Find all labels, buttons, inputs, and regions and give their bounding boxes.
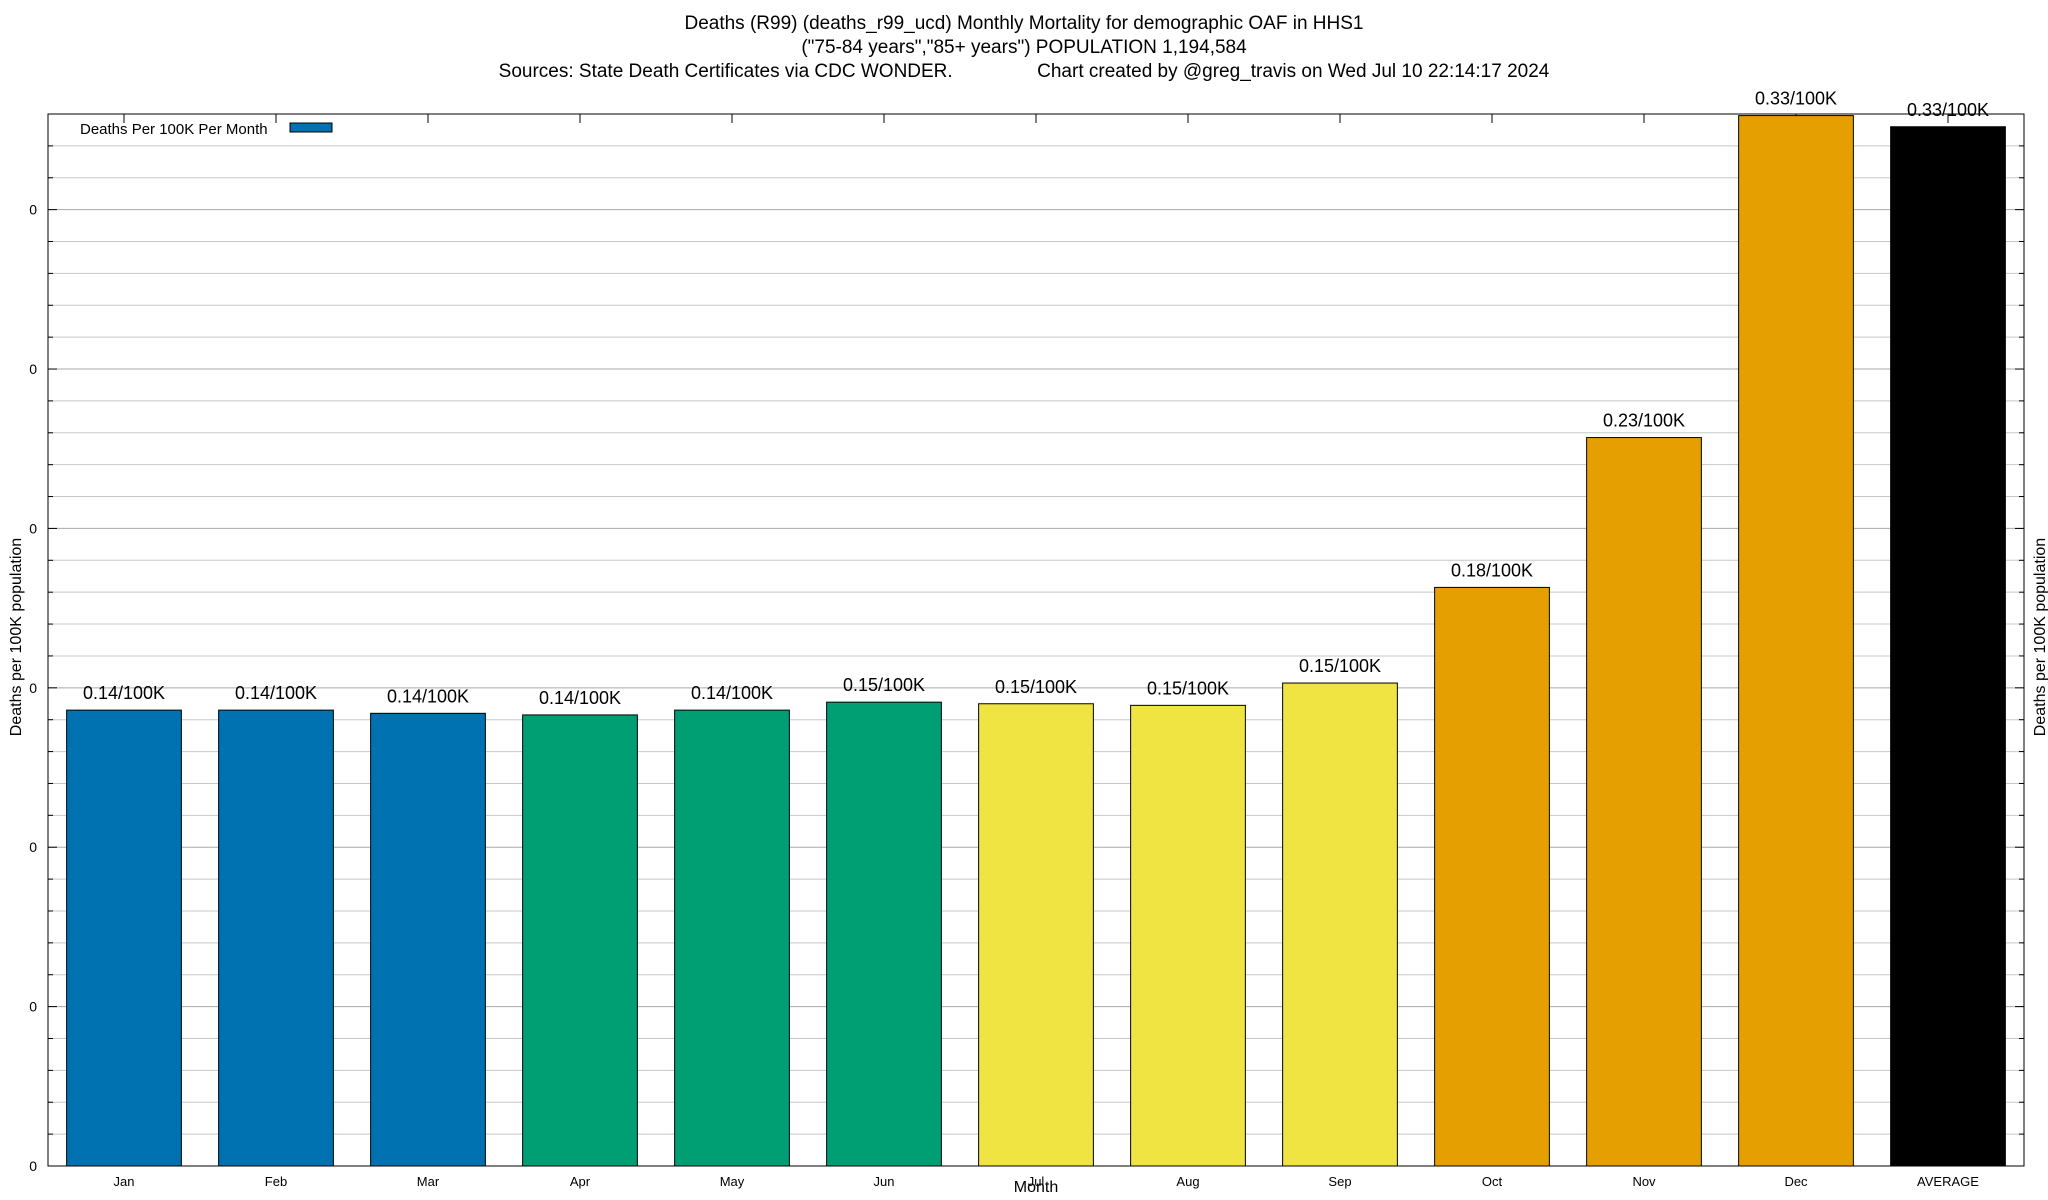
y-tick-label: 0 [29, 999, 37, 1015]
x-tick-label: May [720, 1174, 745, 1189]
y-tick-label: 0 [29, 361, 37, 377]
data-label-nov: 0.23/100K [1603, 411, 1685, 431]
y-tick-label: 0 [29, 839, 37, 855]
x-tick-label: Apr [570, 1174, 591, 1189]
y-tick-label: 0 [29, 1158, 37, 1174]
x-tick-label: Jul [1028, 1174, 1045, 1189]
bar-sep [1282, 682, 1398, 1167]
bar-jul [978, 703, 1094, 1167]
data-label-jan: 0.14/100K [83, 683, 165, 703]
bar-feb [218, 709, 334, 1167]
x-tick-label: Sep [1328, 1174, 1351, 1189]
data-label-mar: 0.14/100K [387, 686, 469, 706]
y-axis-title: Deaths per 100K population [8, 538, 25, 736]
data-label-sep: 0.15/100K [1299, 656, 1381, 676]
data-label-average: 0.33/100K [1907, 100, 1989, 120]
data-label-apr: 0.14/100K [539, 688, 621, 708]
bar-apr [522, 714, 638, 1167]
chart-subtitle: ("75-84 years","85+ years") POPULATION 1… [801, 37, 1247, 58]
bars [66, 115, 2006, 1167]
chart-title-block: Deaths (R99) (deaths_r99_ucd) Monthly Mo… [0, 12, 2048, 84]
x-tick-label: Jun [874, 1174, 895, 1189]
bar-aug [1130, 704, 1246, 1167]
x-tick-label: Aug [1176, 1174, 1199, 1189]
data-label-aug: 0.15/100K [1147, 678, 1229, 698]
chart-sources: Sources: State Death Certificates via CD… [498, 61, 1550, 82]
bar-mar [370, 712, 486, 1167]
data-labels: 0.14/100K Jan 0.14/100K Feb 0.14/100K Mar 0.14… [83, 89, 1989, 1189]
data-label-may: 0.14/100K [691, 683, 773, 703]
x-tick-label: Oct [1482, 1174, 1503, 1189]
legend: Deaths Per 100K Per Month [80, 121, 333, 138]
chart-title: Deaths (R99) (deaths_r99_ucd) Monthly Mo… [684, 13, 1364, 34]
legend-swatch [289, 122, 333, 133]
bar-jan [66, 709, 182, 1167]
x-tick-label: Dec [1784, 1174, 1808, 1189]
data-label-dec: 0.33/100K [1755, 89, 1837, 109]
x-tick-label: Nov [1632, 1174, 1656, 1189]
legend-label: Deaths Per 100K Per Month [80, 121, 268, 138]
y-tick-label: 0 [29, 680, 37, 696]
x-tick-label: AVERAGE [1917, 1174, 1979, 1189]
bar-average [1890, 126, 2006, 1167]
x-tick-label: Feb [265, 1174, 287, 1189]
bar-may [674, 709, 790, 1167]
data-label-jul: 0.15/100K [995, 677, 1077, 697]
axis-ticks: 0 0 0 0 0 0 0 [29, 114, 2024, 1174]
bar-nov [1586, 437, 1702, 1167]
plot-frame [47, 113, 2025, 1167]
bar-oct [1434, 586, 1550, 1167]
data-label-oct: 0.18/100K [1451, 560, 1533, 580]
x-tick-label: Mar [417, 1174, 440, 1189]
y-tick-label: 0 [29, 202, 37, 218]
x-axis-title: Month [1014, 1179, 1058, 1196]
y2-axis-title: Deaths per 100K population [2032, 538, 2048, 736]
data-label-feb: 0.14/100K [235, 683, 317, 703]
y-tick-label: 0 [29, 520, 37, 536]
x-tick-label: Jan [114, 1174, 135, 1189]
bar-jun [826, 701, 942, 1167]
data-label-jun: 0.15/100K [843, 675, 925, 695]
bar-dec [1738, 115, 1854, 1167]
